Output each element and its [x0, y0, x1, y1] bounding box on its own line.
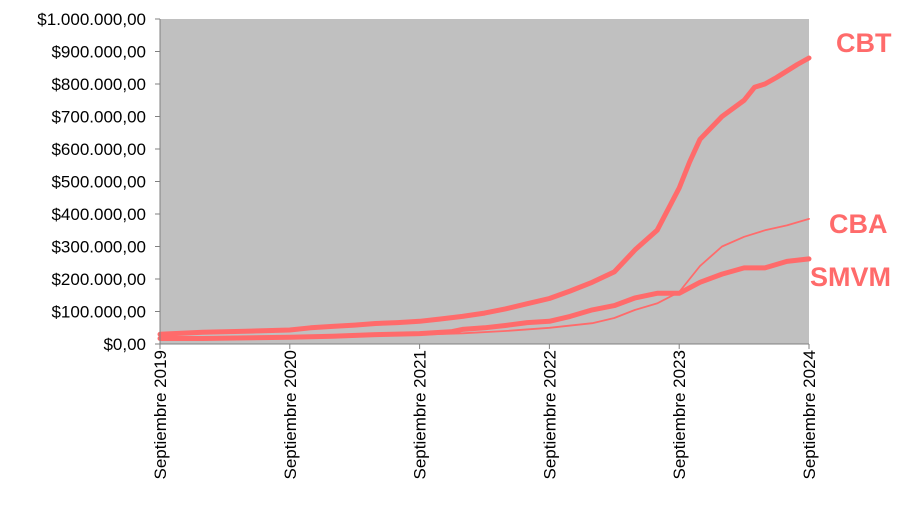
y-tick-label: $300.000,00 — [51, 238, 146, 257]
y-tick-label: $200.000,00 — [51, 270, 146, 289]
series-label-cba: CBA — [829, 209, 888, 239]
x-tick-label: Septiembre 2021 — [411, 350, 430, 479]
y-tick-label: $700.000,00 — [51, 108, 146, 127]
y-tick-label: $800.000,00 — [51, 75, 146, 94]
plot-area — [160, 19, 809, 344]
series-line-cbt — [157, 55, 812, 337]
y-tick-label: $1.000.000,00 — [37, 10, 146, 29]
y-axis-ticks: $0,00 $100.000,00 $200.000,00 $300.000,00 $4… — [37, 10, 160, 354]
series-label-cbt: CBT — [836, 28, 892, 58]
x-tick-label: Septiembre 2022 — [540, 350, 559, 479]
y-tick-label: $100.000,00 — [51, 303, 146, 322]
x-axis-ticks: Septiembre 2019 Septiembre 2020 Septiembre… — [151, 344, 819, 479]
y-tick-label: $600.000,00 — [51, 140, 146, 159]
x-tick-label: Septiembre 2020 — [281, 350, 300, 479]
x-tick-label: Septiembre 2023 — [670, 350, 689, 479]
series-line-smvm — [157, 256, 812, 341]
x-tick-label: Septiembre 2019 — [151, 350, 170, 479]
series-label-smvm: SMVM — [810, 262, 891, 292]
y-tick-label: $0,00 — [103, 335, 146, 354]
y-tick-label: $500.000,00 — [51, 173, 146, 192]
y-tick-label: $900.000,00 — [51, 43, 146, 62]
series-lines — [157, 55, 812, 341]
y-tick-label: $400.000,00 — [51, 205, 146, 224]
x-tick-label: Septiembre 2024 — [800, 350, 819, 479]
